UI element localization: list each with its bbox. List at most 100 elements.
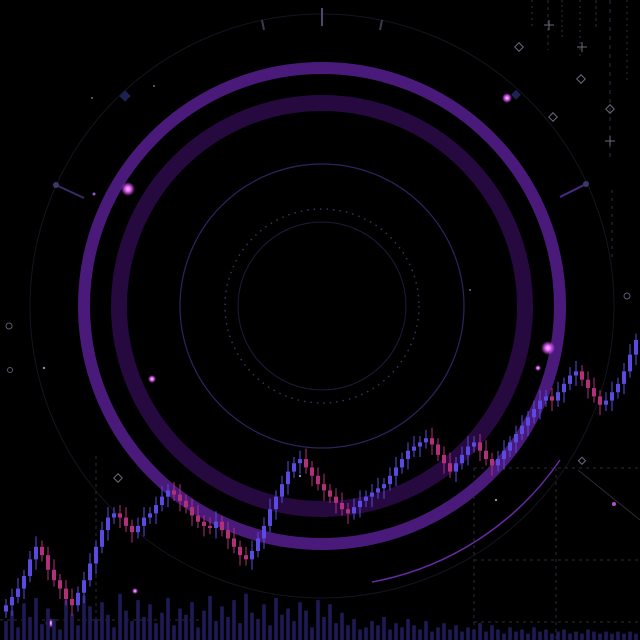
glow-dot-icon — [502, 93, 512, 103]
volume-bar — [490, 625, 494, 640]
ring-dotted — [224, 208, 420, 404]
volume-bar — [82, 595, 86, 640]
volume-bar — [406, 619, 410, 640]
candle — [598, 390, 602, 416]
candle — [520, 415, 524, 441]
candle — [124, 507, 128, 533]
candle — [142, 507, 146, 537]
candle — [280, 475, 284, 503]
volume-bar — [412, 625, 416, 640]
candle — [586, 371, 590, 399]
candle — [184, 494, 188, 514]
volume-bar — [610, 633, 614, 640]
sparkle-icon — [577, 42, 587, 52]
candle — [160, 486, 164, 512]
volume-bar — [322, 616, 326, 640]
volume-bar — [532, 627, 536, 640]
candle — [502, 440, 506, 470]
sparkle-icon — [544, 20, 554, 30]
volume-bar — [514, 631, 518, 640]
candle — [112, 507, 116, 524]
candle — [346, 502, 350, 524]
accent-arc — [371, 459, 561, 583]
volume-bar — [16, 627, 20, 640]
volume-bar — [190, 602, 194, 640]
volume-bar — [46, 608, 50, 640]
volume-bar — [154, 623, 158, 640]
volume-bar — [34, 598, 38, 640]
volume-bar — [136, 600, 140, 640]
candle — [538, 390, 542, 420]
candle — [544, 390, 548, 407]
candle — [370, 484, 374, 508]
candle — [550, 388, 554, 412]
volume-bar — [568, 633, 572, 640]
candle — [472, 436, 476, 453]
glow-dot-icon — [121, 182, 135, 196]
candle — [46, 546, 50, 581]
diamond-icon — [514, 42, 524, 52]
volume-bar — [628, 631, 632, 640]
volume-bar — [106, 614, 110, 640]
volume-bar — [178, 608, 182, 640]
volume-bar — [364, 627, 368, 640]
volume-bar — [592, 631, 596, 640]
candle — [94, 540, 98, 574]
volume-bar — [94, 619, 98, 640]
diamond-icon — [605, 104, 615, 114]
diagonal-line — [577, 469, 640, 521]
volume-bar — [604, 631, 608, 640]
candle — [16, 578, 20, 604]
volume-bar — [166, 598, 170, 640]
candle — [172, 482, 176, 501]
volume-bar — [352, 619, 356, 640]
sparkle-icons — [544, 20, 615, 146]
candle — [340, 492, 344, 516]
candle — [328, 484, 332, 503]
candle — [496, 450, 500, 472]
candle — [10, 588, 14, 616]
candle — [310, 461, 314, 487]
hud-diamond-icons — [113, 42, 615, 483]
volume-bar — [544, 629, 548, 640]
candle — [406, 442, 410, 470]
candle — [634, 333, 638, 366]
candle — [376, 477, 380, 499]
candle — [484, 440, 488, 466]
candle — [220, 515, 224, 537]
candle — [130, 519, 134, 543]
volume-bar — [616, 631, 620, 640]
volume-bar — [142, 616, 146, 640]
candle — [334, 488, 338, 514]
volume-bar — [130, 621, 134, 640]
volume-bar — [202, 610, 206, 640]
candle — [460, 446, 464, 470]
volume-bar — [496, 629, 500, 640]
volume-bar — [112, 627, 116, 640]
candle — [430, 427, 434, 455]
volume-bar — [520, 629, 524, 640]
candle — [616, 377, 620, 399]
glow-dot-icon — [148, 375, 156, 383]
candle — [88, 553, 92, 587]
candle — [178, 484, 182, 512]
volume-bar — [424, 621, 428, 640]
candle — [364, 490, 368, 508]
volume-bar — [250, 612, 254, 640]
candle — [40, 540, 44, 562]
candle — [394, 456, 398, 487]
volume-bar — [268, 625, 272, 640]
volume-bar — [316, 600, 320, 640]
volume-bar — [310, 627, 314, 640]
candle — [154, 496, 158, 524]
volume-bar — [220, 606, 224, 640]
candle — [4, 599, 8, 618]
volume-bar — [400, 627, 404, 640]
volume-bar — [370, 621, 374, 640]
volume-bar — [460, 631, 464, 640]
volume-bar — [256, 619, 260, 640]
candle — [250, 540, 254, 570]
candle — [622, 362, 626, 395]
